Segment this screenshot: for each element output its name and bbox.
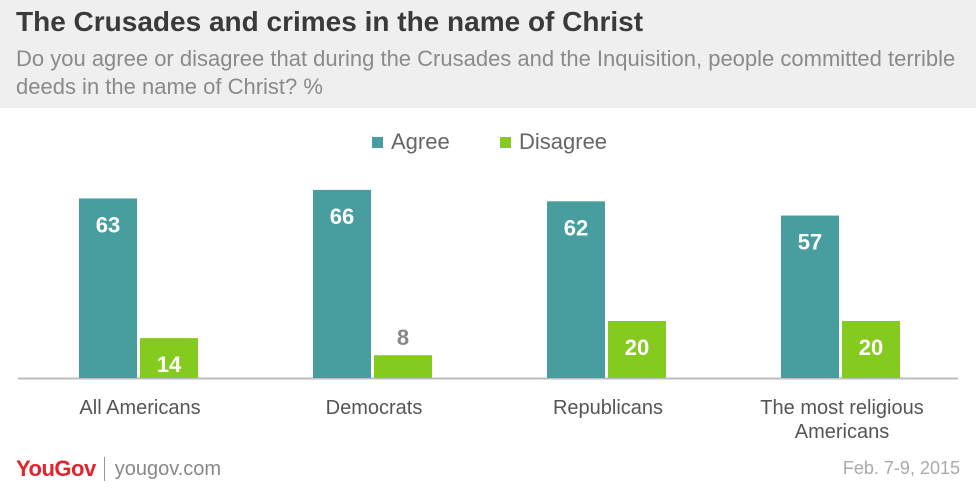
legend-label-agree: Agree bbox=[391, 129, 450, 154]
bar-disagree-republicans bbox=[608, 321, 666, 378]
survey-date: Feb. 7-9, 2015 bbox=[842, 458, 960, 478]
legend-item-agree: Agree bbox=[372, 128, 450, 156]
bar-agree-democrats bbox=[313, 189, 371, 378]
data-label-agree-republicans: 62 bbox=[564, 215, 588, 240]
brand-url: yougov.com bbox=[114, 457, 222, 480]
bar-agree-republicans bbox=[547, 201, 605, 378]
data-label-disagree-all-americans: 14 bbox=[157, 352, 182, 377]
data-label-agree-all-americans: 63 bbox=[96, 212, 120, 237]
legend-swatch-agree bbox=[372, 136, 383, 148]
legend-swatch-disagree bbox=[500, 136, 511, 148]
legend-label-disagree: Disagree bbox=[519, 129, 608, 154]
bar-disagree-all-americans bbox=[140, 338, 198, 378]
category-label-all-americans: All Americans bbox=[79, 397, 201, 419]
legend-item-disagree: Disagree bbox=[500, 128, 607, 156]
data-label-disagree-the-most-religious-americans: 20 bbox=[859, 335, 883, 360]
bar-agree-the-most-religious-americans bbox=[781, 215, 839, 378]
category-label-republicans: Republicans bbox=[552, 397, 664, 419]
brand: YouGov yougov.com bbox=[16, 455, 221, 483]
data-label-disagree-republicans: 20 bbox=[625, 335, 649, 360]
data-label-disagree-democrats: 8 bbox=[397, 325, 409, 350]
data-label-agree-the-most-religious-americans: 57 bbox=[798, 230, 822, 255]
category-label-democrats: Democrats bbox=[325, 397, 423, 419]
legend: Agree Disagree bbox=[0, 128, 976, 156]
chart-title: The Crusades and crimes in the name of C… bbox=[16, 6, 644, 37]
chart-subtitle: Do you agree or disagree that during the… bbox=[16, 46, 956, 99]
category-label-the-most-religious-americans: The most religious Americans bbox=[760, 397, 924, 443]
data-label-agree-democrats: 66 bbox=[330, 204, 354, 229]
brand-divider bbox=[103, 457, 105, 481]
bar-agree-all-americans bbox=[79, 198, 137, 378]
header-banner: The Crusades and crimes in the name of C… bbox=[0, 0, 976, 108]
yougov-logo: YouGov bbox=[16, 456, 96, 481]
bar-disagree-the-most-religious-americans bbox=[842, 321, 900, 378]
bar-disagree-democrats bbox=[374, 355, 432, 378]
